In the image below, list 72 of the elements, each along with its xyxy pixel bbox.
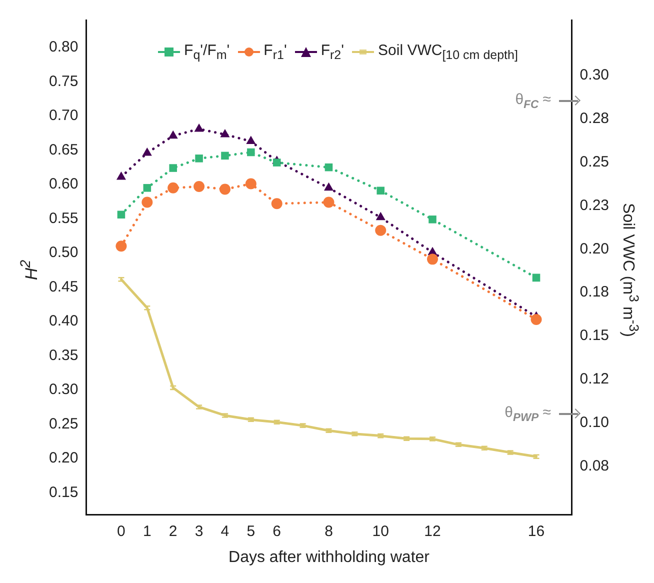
- x-tick-label: 3: [194, 522, 204, 540]
- y2-tick-label: 0.15: [580, 327, 610, 344]
- point: [376, 186, 385, 195]
- y2-tick-label: 0.08: [580, 457, 610, 474]
- point: [324, 163, 333, 172]
- x-tick-label: 6: [272, 522, 282, 540]
- y-tick-label: 0.60: [48, 176, 78, 193]
- y-tick-label: 0.50: [48, 244, 78, 262]
- y-tick-label: 0.30: [48, 381, 78, 398]
- y-tick-label: 0.55: [48, 210, 78, 227]
- x-tick-label: 0: [117, 522, 126, 540]
- point: [220, 128, 230, 138]
- point: [272, 158, 281, 166]
- point: [530, 314, 542, 325]
- point: [168, 182, 179, 194]
- y-tick-label: 0.25: [48, 415, 78, 432]
- y-tick-label: 0.35: [48, 346, 78, 364]
- annotation: θ$_{PWP}$ ≈: [504, 404, 551, 424]
- y2-tick-label: 0.10: [580, 414, 610, 431]
- x-tick-label: 16: [528, 522, 545, 540]
- x-axis-title: Days after withholding water: [228, 548, 430, 566]
- point: [194, 123, 204, 132]
- y2-tick-label: 0.20: [580, 240, 610, 258]
- y2-tick-label: 0.30: [580, 66, 610, 84]
- legend-label: F$_{r1}$': [264, 42, 287, 62]
- y2-tick-label: 0.23: [580, 196, 610, 214]
- x-tick-label: 8: [324, 522, 333, 540]
- legend-label: Soil VWC$_{[10 cm depth]}$: [378, 42, 518, 62]
- y-tick-label: 0.40: [48, 312, 78, 330]
- y-tick-label: 0.70: [48, 107, 78, 124]
- point: [324, 182, 334, 191]
- point: [194, 181, 205, 192]
- y2-tick-label: 0.25: [580, 154, 610, 171]
- x-tick-label: 4: [220, 522, 230, 540]
- point: [142, 196, 153, 208]
- y2-tick-label: 0.18: [580, 284, 610, 301]
- point: [427, 254, 438, 265]
- x-tick-label: 12: [424, 522, 441, 540]
- point: [219, 184, 230, 195]
- point: [116, 171, 126, 180]
- y2-tick-label: 0.12: [580, 370, 610, 388]
- y2-tick-label: 0.28: [580, 110, 610, 128]
- point: [532, 274, 540, 282]
- x-tick-label: 5: [246, 522, 256, 540]
- point: [195, 154, 203, 162]
- legend-label: F$_{r2}$': [320, 42, 344, 62]
- y-tick-label: 0.20: [48, 450, 78, 467]
- y-tick-label: 0.80: [48, 38, 78, 56]
- point: [221, 152, 229, 160]
- y-tick-label: 0.75: [48, 72, 78, 90]
- point: [323, 196, 334, 208]
- point: [246, 136, 256, 144]
- annotation: θ$_{FC}$ ≈: [515, 91, 551, 111]
- point: [168, 130, 178, 139]
- x-tick-label: 2: [168, 522, 178, 540]
- point: [428, 216, 436, 224]
- point: [247, 148, 255, 156]
- point: [143, 184, 152, 192]
- point: [271, 198, 282, 210]
- point: [376, 212, 386, 220]
- x-tick-label: 1: [142, 522, 152, 540]
- legend-label: F$_{q}$'/F$_{m}$': [184, 42, 230, 62]
- point: [169, 164, 177, 172]
- point: [375, 224, 386, 236]
- y-tick-label: 0.45: [48, 278, 78, 296]
- y-tick-label: 0.65: [48, 141, 78, 158]
- x-tick-label: 10: [372, 522, 389, 540]
- point: [245, 178, 256, 190]
- point: [142, 147, 152, 156]
- point: [116, 240, 127, 252]
- point: [117, 210, 126, 219]
- y-tick-label: 0.15: [48, 484, 78, 502]
